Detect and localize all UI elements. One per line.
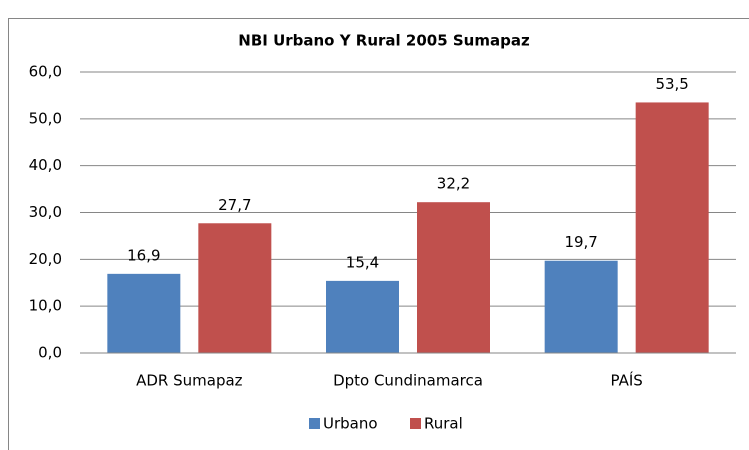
x-tick-label: PAÍS — [611, 371, 643, 390]
chart-title: NBI Urbano Y Rural 2005 Sumapaz — [238, 32, 530, 50]
legend-label: Rural — [424, 415, 463, 433]
y-tick-label: 20,0 — [29, 250, 62, 268]
y-tick-label: 40,0 — [29, 156, 62, 174]
legend-label: Urbano — [323, 415, 378, 433]
y-tick-label: 60,0 — [29, 63, 62, 81]
y-tick-label: 30,0 — [29, 203, 62, 221]
data-label: 15,4 — [346, 253, 379, 271]
data-label: 19,7 — [564, 233, 597, 251]
bar — [326, 280, 399, 353]
data-label: 27,7 — [218, 196, 251, 214]
bar — [417, 202, 490, 353]
data-label: 53,5 — [655, 75, 688, 93]
x-tick-label: ADR Sumapaz — [136, 372, 243, 390]
y-tick-label: 10,0 — [29, 297, 62, 315]
legend-swatch — [309, 418, 320, 429]
chart-border — [8, 18, 749, 450]
bar — [198, 223, 272, 353]
data-label: 32,2 — [437, 175, 470, 193]
data-label: 16,9 — [127, 246, 160, 264]
bar — [544, 260, 618, 353]
bar — [107, 273, 181, 353]
bar — [635, 102, 709, 353]
legend-swatch — [410, 418, 421, 429]
y-tick-label: 0,0 — [38, 344, 62, 362]
x-tick-label: Dpto Cundinamarca — [333, 372, 483, 390]
y-tick-label: 50,0 — [29, 109, 62, 127]
